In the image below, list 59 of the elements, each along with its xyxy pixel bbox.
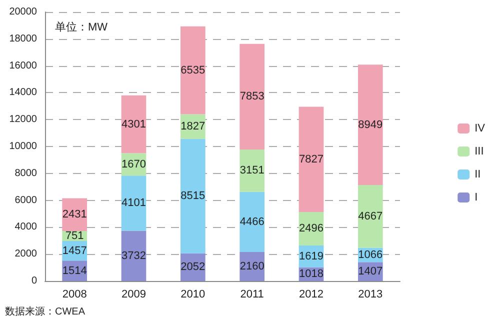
data-label: 4101 (122, 197, 146, 210)
y-tick-label: 6000 (14, 194, 38, 206)
data-label: 2160 (240, 260, 264, 272)
data-label: 1514 (62, 264, 87, 277)
y-tick-label: 16000 (9, 60, 38, 72)
data-label: 8515 (180, 190, 206, 202)
data-label: 1619 (299, 250, 324, 262)
x-tick-label: 2009 (122, 288, 146, 300)
data-label: 1457 (62, 244, 87, 257)
y-tick-label: 0 (31, 276, 38, 286)
data-label: 1827 (180, 120, 206, 133)
bar (121, 95, 146, 154)
data-label: 8949 (358, 118, 383, 131)
data-label: 2431 (62, 208, 87, 221)
data-label: 4466 (240, 216, 264, 228)
bar (240, 150, 265, 192)
data-label: 2052 (180, 261, 206, 274)
data-label: 7827 (299, 153, 324, 166)
data-label: 1018 (299, 268, 324, 280)
bar (240, 44, 265, 150)
annotation: 单位：MW (55, 20, 108, 34)
bar (180, 26, 206, 114)
y-tick-label: 18000 (9, 33, 38, 44)
data-label: 2496 (299, 222, 324, 235)
x-tick-label: 2013 (358, 288, 383, 300)
bar (180, 138, 206, 254)
legend-label: II (474, 168, 481, 180)
legend-label: I (474, 192, 478, 204)
x-tick-label: 2010 (180, 288, 206, 300)
x-tick-label: 2011 (240, 288, 264, 300)
data-label: 3151 (240, 164, 264, 177)
x-tick-label: 2012 (299, 288, 324, 300)
y-tick-label: 10000 (9, 141, 38, 152)
data-label: 1670 (122, 158, 146, 170)
bar (62, 198, 88, 231)
y-tick-label: 4000 (14, 222, 38, 233)
bar (240, 192, 265, 252)
data-label: 751 (65, 230, 84, 242)
x-tick-label: 2008 (62, 288, 87, 300)
bar (358, 184, 383, 248)
data-label: 7853 (240, 90, 264, 103)
data-label: 4667 (358, 210, 383, 222)
source-note: 数据来源：CWEA (5, 306, 86, 318)
data-label: 1407 (358, 266, 383, 278)
legend-label: IV (474, 122, 486, 134)
bar (121, 230, 146, 281)
bar (358, 64, 383, 185)
data-label: 4301 (122, 118, 146, 130)
data-label: 6535 (180, 64, 206, 76)
legend-label: III (474, 146, 484, 158)
data-label: 3732 (122, 250, 146, 262)
y-tick-label: 2000 (14, 248, 38, 260)
bar (298, 106, 324, 212)
bar (121, 176, 146, 231)
y-tick-label: 14000 (9, 87, 38, 98)
data-label: 1066 (358, 248, 383, 261)
y-tick-label: 20000 (9, 6, 38, 18)
y-tick-label: 12000 (9, 114, 38, 126)
y-tick-label: 8000 (14, 168, 38, 179)
